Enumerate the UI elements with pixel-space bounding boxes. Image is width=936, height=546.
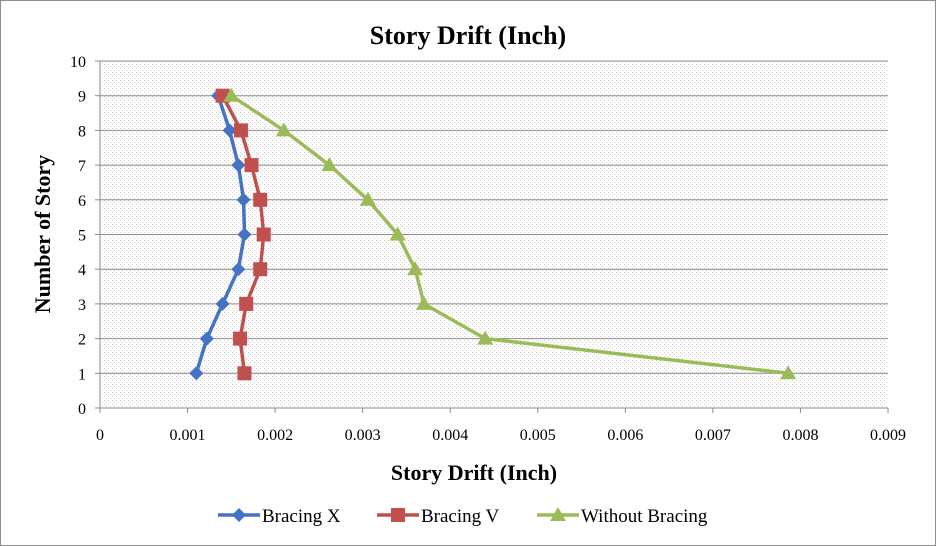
legend-marker [232,508,246,522]
data-point [189,366,204,381]
data-point [222,123,237,138]
y-tick-label: 4 [78,262,86,279]
legend-item: Bracing X [218,506,341,527]
x-tick-label: 0.009 [870,427,906,444]
x-tick-label: 0.003 [345,427,381,444]
x-tick-label: 0.004 [432,427,468,444]
data-point [389,226,406,241]
x-axis-title: Story Drift (Inch) [391,460,557,485]
y-tick-label: 8 [78,123,86,140]
x-tick-label: 0.005 [520,427,556,444]
x-tick-label: 0 [96,427,104,444]
data-point [223,87,240,102]
y-tick-label: 7 [78,158,86,175]
x-tick-label: 0.007 [695,427,731,444]
x-tick-label: 0.008 [782,427,818,444]
legend-item: Bracing V [377,506,500,527]
series-without-bracing [223,87,797,380]
y-tick-label: 6 [78,193,86,210]
y-tick-label: 9 [78,89,86,106]
x-tick-label: 0.001 [170,427,206,444]
data-point [215,296,230,311]
data-point [407,261,424,276]
x-tick-label: 0.006 [607,427,643,444]
data-point [233,123,248,138]
data-point [256,227,271,242]
legend-marker [550,507,566,521]
data-point [231,158,246,173]
series-bracing-v [215,88,271,381]
data-point [275,122,292,137]
y-tick-label: 2 [78,332,86,349]
legend-label: Bracing X [262,506,341,527]
legend-label: Without Bracing [581,506,708,527]
y-tick-label: 3 [78,297,86,314]
data-point [237,227,252,242]
data-point [780,365,797,380]
data-point [237,366,252,381]
y-axis-title: Number of Story [30,155,55,313]
legend-label: Bracing V [421,506,500,527]
y-tick-label: 0 [78,401,86,418]
legend: Bracing X Bracing V Without Bracing [218,506,708,527]
data-point [321,157,338,172]
series-layer [189,87,797,381]
data-point [199,331,214,346]
data-point [233,331,248,346]
data-point [244,158,259,173]
y-tick-label: 1 [78,366,86,383]
x-tick-label: 0.002 [257,427,293,444]
data-point [477,330,494,345]
chart-title: Story Drift (Inch) [370,21,566,50]
x-tick-labels: 0 0.001 0.002 0.003 0.004 0.005 0.006 0.007 0.00… [96,408,906,444]
y-tick-label: 5 [78,228,86,245]
data-point [231,262,246,277]
data-point [253,262,268,277]
y-tick-label: 10 [70,54,86,71]
data-point [253,192,268,207]
legend-marker [391,508,405,522]
y-tick-labels: 0 1 2 3 4 5 6 7 8 9 10 [70,54,100,418]
data-point [239,296,254,311]
data-point [236,192,251,207]
data-point [415,295,432,310]
legend-item: Without Bracing [537,506,708,527]
data-point [359,191,376,206]
gridlines [100,60,888,374]
